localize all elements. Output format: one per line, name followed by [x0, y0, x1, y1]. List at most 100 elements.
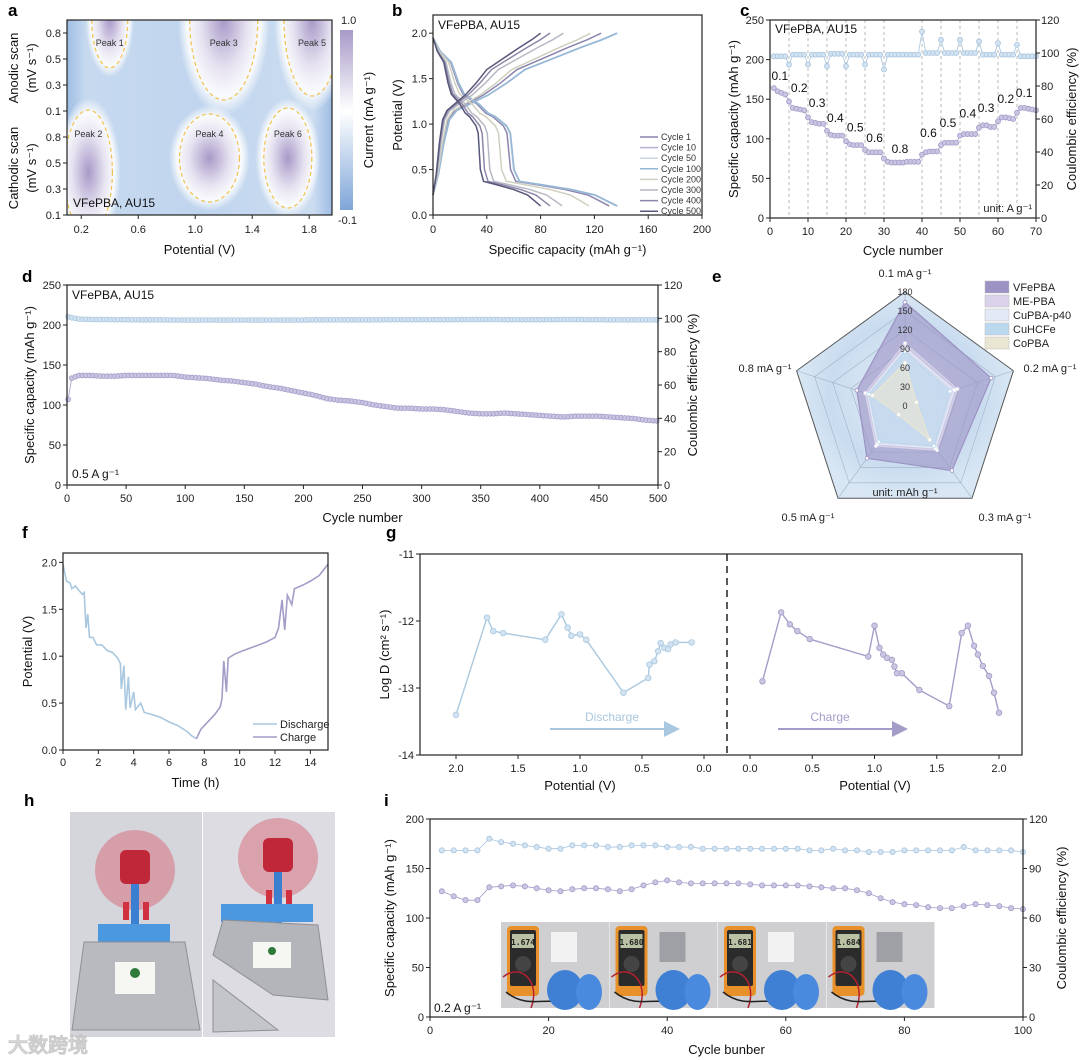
y-axis-title: Log D (cm² s⁻¹): [377, 610, 392, 700]
y-tick-label: 0.3: [46, 184, 61, 196]
logd-point: [891, 663, 898, 670]
capacity-point: [824, 127, 830, 134]
y-axis-title: Specific capacity (mAh g⁻¹): [382, 839, 397, 997]
y2-tick-label: 80: [664, 347, 676, 359]
x-tick-label: 1.0: [188, 224, 203, 236]
rate-label: 0.4: [959, 106, 976, 120]
capacity-point: [699, 880, 706, 887]
y2-tick-label: 0: [1041, 213, 1047, 225]
charge-curve: [195, 563, 329, 740]
logd-point: [995, 709, 1003, 716]
logd-point: [916, 686, 923, 694]
x-tick-label: 0: [767, 226, 773, 238]
radar-axis-label: 0.1 mA g⁻¹: [879, 268, 932, 280]
peak-region: [67, 97, 121, 215]
y2-tick-label: 120: [1029, 814, 1047, 826]
capacity-point: [786, 98, 792, 105]
ce-point: [687, 844, 694, 851]
x-axis-title: Time (h): [172, 775, 220, 790]
ce-point: [652, 842, 659, 849]
y-tick-label: 250: [43, 280, 61, 292]
y-axis-unit-cathodic: (mV s⁻¹): [24, 143, 39, 192]
multimeter-reading: 1.681: [728, 938, 752, 947]
ce-point: [782, 53, 789, 60]
logd-point: [871, 622, 878, 629]
x-tick-label: 0.5: [634, 763, 649, 775]
ce-point: [901, 847, 908, 854]
panel-label-d: d: [22, 267, 32, 286]
capacity-point: [991, 124, 998, 130]
clip-red: [143, 902, 149, 920]
ce-point: [616, 844, 623, 851]
y2-tick-label: 120: [1041, 15, 1059, 27]
ce-point: [957, 36, 963, 43]
plot-frame: [66, 284, 659, 486]
logd-point: [483, 614, 491, 621]
multimeter-photo: 1.681: [718, 922, 826, 1010]
ce-point: [824, 63, 830, 70]
unit-note: unit: A g⁻¹: [983, 203, 1032, 215]
rate-label: 0.3: [809, 96, 826, 110]
y-tick-label: 200: [43, 320, 61, 332]
ce-point: [474, 847, 481, 854]
legend-label: Cycle 100: [661, 164, 701, 174]
multimeter-display: [620, 934, 643, 948]
x-tick-label: 20: [840, 226, 852, 238]
capacity-point: [545, 887, 552, 894]
y-tick-label: 0: [758, 213, 764, 225]
x-tick-label: 20: [542, 1025, 554, 1037]
rate-label: 0.5: [847, 121, 864, 135]
y-tick-label: 150: [43, 360, 61, 372]
logd-point: [672, 639, 679, 646]
x-axis-title-charge: Potential (V): [839, 778, 911, 793]
unit-label: unit: mAh g⁻¹: [872, 487, 937, 499]
ce-point: [786, 61, 792, 68]
ce-point: [881, 66, 887, 73]
ce-point: [862, 61, 868, 68]
x-tick-label: 350: [472, 493, 490, 505]
ce-point: [805, 61, 811, 68]
x-tick-label: 50: [954, 226, 966, 238]
plot-frame: [432, 14, 703, 216]
multimeter-display: [729, 934, 751, 948]
legend-label: Discharge: [280, 719, 330, 731]
ce-point: [1008, 847, 1015, 854]
radar-point: [864, 456, 870, 461]
charge-arrow-label: Charge: [810, 710, 850, 724]
discharge-curve: [432, 37, 590, 207]
ce-point: [628, 842, 635, 849]
peak-label: Peak 6: [274, 129, 302, 139]
radar-point: [949, 468, 955, 473]
y-axis-unit-anodic: (mV s⁻¹): [24, 43, 39, 92]
y-tick-label: -14: [398, 750, 414, 762]
x-axis-title: Potential (V): [164, 242, 236, 257]
radar-point: [876, 439, 882, 445]
y2-tick-label: 0: [664, 480, 670, 492]
logd-point: [985, 672, 993, 680]
multimeter-display: [837, 934, 860, 948]
y2-tick-label: 20: [1041, 180, 1053, 192]
radar-point: [902, 299, 908, 305]
ce-point: [877, 849, 884, 856]
blue-base: [221, 904, 313, 922]
ce-point: [820, 51, 827, 58]
capacity-point: [839, 132, 846, 139]
x-axis-title-discharge: Potential (V): [544, 778, 616, 793]
ce-point: [858, 51, 865, 58]
charge-curve: [432, 32, 542, 196]
logd-point: [777, 609, 785, 616]
x-tick-label: 2: [95, 757, 101, 769]
logd-point: [974, 651, 982, 658]
ce-point: [936, 847, 943, 854]
radar-axis-label: 0.8 mA g⁻¹: [739, 363, 792, 375]
ce-point: [972, 847, 979, 854]
y-tick-label: 200: [746, 55, 764, 67]
y-tick-label: 50: [49, 440, 61, 452]
panel-label-c: c: [740, 1, 749, 20]
panel-c-rate: 0 10 20 30 40 50 60 700501001502002500204060801…: [726, 15, 1079, 258]
pouch-cell: [551, 932, 577, 962]
y-tick-label: 0: [55, 480, 61, 492]
ce-point: [1014, 41, 1020, 48]
panel-label-h: h: [24, 791, 34, 810]
multimeter-dial: [623, 956, 640, 972]
